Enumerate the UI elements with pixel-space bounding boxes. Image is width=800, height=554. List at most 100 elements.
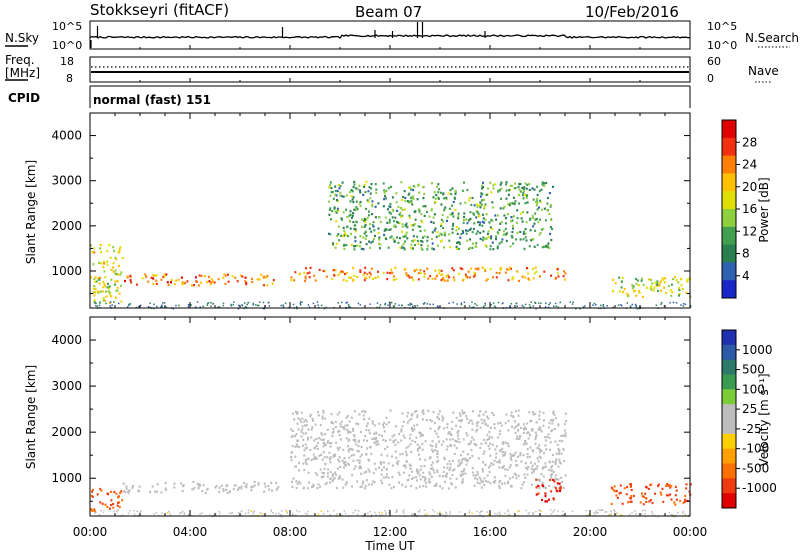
range-gate-cell [492,187,495,190]
range-gate-cell [366,273,369,276]
range-gate-cell [353,467,356,471]
range-gate-cell [450,193,453,196]
range-gate-cell [348,420,351,423]
range-gate-cell [518,510,520,512]
range-gate-cell [414,218,417,221]
range-gate-cell [413,514,415,517]
velocity-colorbar-swatch [722,493,736,509]
power-colorbar-swatch [722,209,736,228]
range-gate-cell [488,221,491,224]
range-gate-cell [106,263,109,266]
range-gate-cell [119,491,122,495]
range-gate-cell [441,513,443,515]
range-gate-cell [519,212,522,215]
range-gate-cell [392,238,395,241]
range-gate-cell [478,476,481,479]
range-gate-cell [499,207,502,210]
range-gate-cell [397,221,400,224]
range-gate-cell [466,417,469,420]
range-gate-cell [684,303,687,306]
range-gate-cell [555,458,558,461]
range-gate-cell [535,478,538,481]
range-gate-cell [386,271,389,274]
range-gate-cell [421,442,424,446]
range-gate-cell [440,223,443,226]
range-gate-cell [538,233,541,236]
range-gate-cell [280,304,282,307]
range-gate-cell [513,420,516,423]
range-gate-cell [563,429,566,432]
range-gate-cell [501,238,504,241]
range-gate-cell [552,418,555,422]
range-gate-cell [355,187,358,190]
range-gate-cell [527,465,530,468]
range-gate-cell [460,461,463,464]
range-gate-cell [222,304,225,307]
range-gate-cell [355,206,358,209]
range-gate-cell [429,467,432,470]
range-gate-cell [670,485,673,488]
range-gate-cell [365,218,368,221]
range-gate-cell [492,463,495,466]
range-gate-cell [396,510,398,512]
range-gate-cell [217,278,220,281]
range-gate-cell [160,306,162,308]
range-gate-cell [421,221,424,224]
range-gate-cell [419,478,422,481]
range-gate-cell [490,191,493,194]
range-gate-cell [262,301,265,304]
range-gate-cell [466,434,469,437]
range-gate-cell [542,245,545,248]
range-gate-cell [290,435,293,439]
range-gate-cell [562,513,564,516]
range-gate-cell [312,302,315,305]
range-gate-cell [357,423,360,426]
range-gate-cell [416,304,419,307]
range-gate-cell [302,487,305,490]
range-gate-cell [295,306,298,308]
range-gate-cell [385,468,388,471]
range-gate-cell [114,269,117,272]
range-gate-cell [484,238,487,241]
range-gate-cell [183,282,186,285]
range-gate-cell [263,482,266,485]
range-gate-cell [463,181,465,184]
range-gate-cell [451,427,453,430]
range-gate-cell [531,464,534,467]
range-gate-cell [485,245,488,248]
range-gate-cell [302,444,304,447]
range-gate-cell [307,471,310,474]
range-gate-cell [509,305,511,307]
range-gate-cell [244,276,247,279]
range-gate-cell [329,470,332,474]
range-gate-cell [198,274,201,277]
range-gate-cell [495,218,498,221]
range-gate-cell [546,202,549,205]
range-gate-cell [507,509,509,511]
range-gate-cell [295,509,298,512]
range-gate-cell [362,414,365,417]
range-gate-cell [684,494,687,498]
range-gate-cell [133,513,136,515]
range-gate-cell [447,192,450,195]
range-gate-cell [416,479,418,482]
range-gate-cell [457,437,460,440]
range-gate-cell [390,268,393,271]
range-gate-cell [118,264,120,267]
range-gate-cell [512,276,515,279]
range-gate-cell [508,466,511,469]
range-gate-cell [329,181,332,184]
range-gate-cell [424,482,427,485]
range-gate-cell [542,475,545,478]
range-gate-cell [660,301,663,304]
range-gate-cell [430,220,433,224]
range-gate-cell [94,276,97,279]
range-gate-cell [350,454,353,457]
range-gate-cell [451,204,454,207]
range-gate-cell [391,464,394,467]
range-gate-cell [534,467,537,471]
range-gate-cell [208,280,211,283]
range-gate-cell [299,302,302,305]
range-gate-cell [352,266,355,270]
range-gate-cell [502,302,504,304]
